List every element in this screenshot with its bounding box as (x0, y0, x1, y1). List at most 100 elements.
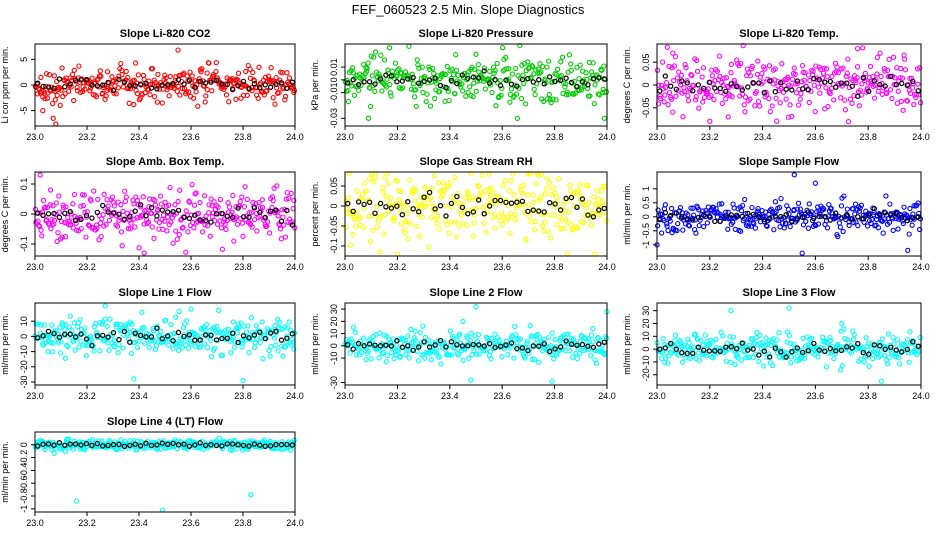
cycle-point (350, 208, 356, 214)
cycle-point (893, 347, 900, 353)
cycle-point (596, 75, 602, 81)
data-point (509, 71, 516, 77)
data-point (542, 219, 548, 225)
x-tick-label: 23.2 (78, 518, 96, 528)
data-point (122, 439, 128, 445)
x-tick-label: 23.8 (859, 132, 877, 142)
data-point (811, 82, 817, 88)
data-point (115, 349, 121, 356)
data-point (171, 85, 177, 91)
data-point (852, 211, 858, 217)
data-point (531, 356, 538, 363)
data-point (198, 69, 204, 75)
cycle-point (877, 343, 883, 349)
cycle-point (78, 331, 84, 337)
data-point (165, 214, 171, 220)
data-point (219, 352, 226, 359)
data-point (655, 101, 662, 107)
data-point (420, 203, 426, 209)
y-tick-label: 30 (641, 306, 651, 316)
x-tick-label: 23.0 (336, 132, 354, 142)
cycle-point (278, 337, 285, 343)
data-point (776, 204, 783, 211)
cycle-point (706, 213, 713, 219)
data-point (93, 222, 100, 228)
data-point (67, 313, 73, 319)
plot-frame (34, 302, 296, 386)
data-point (585, 336, 591, 342)
data-point (829, 73, 835, 79)
cycle-point (844, 211, 850, 218)
data-point (378, 52, 384, 58)
data-point (672, 338, 678, 344)
cycle-point (186, 443, 193, 449)
data-point (708, 92, 714, 99)
cycle-point (481, 343, 487, 349)
data-point (58, 339, 64, 345)
data-point (165, 202, 172, 208)
series-points (654, 42, 924, 125)
cycle-point (508, 340, 515, 346)
data-point (906, 359, 912, 365)
data-point (685, 97, 692, 104)
cycle-point (345, 80, 351, 86)
data-point (282, 324, 288, 330)
cycle-point (756, 352, 762, 358)
data-point (211, 345, 218, 351)
cycle-point (734, 212, 740, 218)
cycle-point (717, 85, 723, 92)
data-point (174, 236, 181, 242)
cycle-point (657, 88, 663, 94)
panel-title: Slope Li-820 CO2 (120, 28, 210, 40)
data-point (568, 222, 574, 228)
data-point (280, 214, 286, 220)
data-point (500, 183, 506, 189)
data-point (210, 210, 217, 216)
cycle-point (541, 81, 547, 87)
data-point (54, 238, 60, 245)
data-point (780, 220, 786, 226)
data-point (511, 355, 517, 361)
data-point (456, 223, 463, 229)
data-point (377, 330, 383, 336)
x-tick-label: 23.8 (234, 262, 252, 272)
x-tick-label: 23.8 (546, 391, 564, 401)
data-point (858, 356, 864, 363)
cycle-point (816, 76, 822, 83)
data-point (502, 177, 508, 184)
cycle-point (899, 214, 905, 221)
y-tick-label: -0.03 (329, 108, 339, 129)
cycle-point (904, 346, 911, 353)
data-point (460, 88, 466, 94)
data-point (399, 85, 406, 91)
data-point (460, 357, 466, 363)
data-point (184, 336, 190, 343)
data-point (665, 360, 671, 366)
data-point (127, 330, 133, 336)
data-point (749, 63, 755, 70)
cycle-point (871, 78, 878, 84)
data-point (550, 96, 556, 102)
cycle-point (208, 442, 214, 448)
data-point (291, 437, 297, 444)
cycle-point (563, 195, 569, 202)
y-tick-label: 1 (641, 186, 651, 191)
data-point (812, 108, 818, 115)
cycle-point (822, 79, 828, 85)
data-point (191, 225, 197, 231)
data-point (88, 198, 94, 204)
data-point (471, 347, 477, 354)
data-point (122, 188, 128, 194)
cycle-point (734, 83, 740, 90)
data-point (660, 335, 666, 342)
data-point (109, 194, 116, 200)
cycle-point (45, 211, 52, 217)
data-point (785, 74, 791, 80)
data-point (856, 103, 862, 109)
data-point (803, 218, 809, 225)
data-point (539, 63, 546, 70)
data-point (828, 205, 834, 212)
cycle-point (62, 331, 68, 337)
data-point (696, 222, 702, 229)
